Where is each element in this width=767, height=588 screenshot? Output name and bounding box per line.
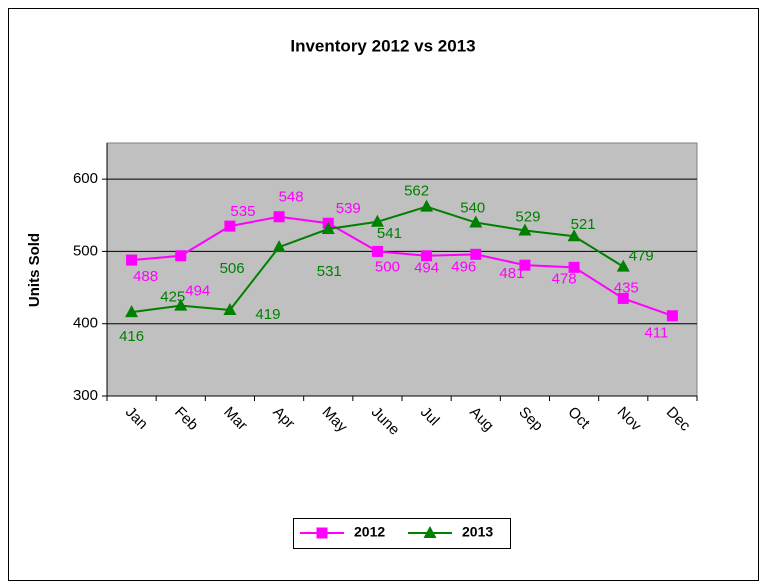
- y-tick-label: 300: [73, 387, 98, 404]
- series-line: [131, 215, 673, 317]
- data-point: [223, 302, 237, 315]
- data-label: 416: [119, 328, 144, 345]
- data-point: [518, 223, 532, 236]
- plot-area: [106, 142, 698, 397]
- data-label: 548: [279, 189, 304, 206]
- data-label: 539: [336, 200, 361, 217]
- data-label: 494: [185, 283, 210, 300]
- data-label: 541: [377, 225, 402, 242]
- data-point: [568, 261, 580, 273]
- data-point: [273, 211, 285, 223]
- legend-label: 2012: [354, 524, 385, 540]
- data-point: [421, 250, 433, 262]
- data-label: 506: [220, 260, 245, 277]
- data-point: [420, 199, 434, 212]
- data-label: 529: [515, 208, 540, 225]
- data-label: 540: [460, 199, 485, 216]
- data-point: [567, 229, 581, 242]
- data-point: [519, 259, 531, 271]
- data-point: [469, 215, 483, 228]
- y-axis-label: Units Sold: [26, 233, 43, 307]
- data-label: 411: [644, 325, 668, 342]
- data-label: 562: [404, 183, 429, 200]
- data-point: [321, 222, 335, 235]
- y-tick-label: 500: [73, 242, 98, 259]
- data-point: [666, 310, 678, 322]
- y-tick-label: 400: [73, 315, 98, 332]
- data-label: 478: [552, 270, 577, 287]
- data-label: 479: [629, 248, 654, 265]
- data-label: 494: [414, 260, 439, 277]
- data-label: 496: [451, 258, 476, 275]
- data-label: 419: [255, 306, 280, 323]
- data-label: 488: [133, 268, 158, 285]
- data-label: 425: [160, 289, 185, 306]
- data-label: 521: [571, 216, 596, 233]
- data-label: 481: [499, 265, 524, 282]
- data-label: 435: [614, 279, 639, 296]
- data-point: [125, 305, 139, 318]
- data-label: 535: [230, 203, 255, 220]
- data-point: [224, 220, 236, 232]
- data-point: [617, 292, 629, 304]
- data-label: 531: [317, 263, 342, 280]
- data-point: [371, 245, 383, 257]
- data-point: [126, 254, 138, 266]
- y-tick-label: 600: [73, 170, 98, 187]
- data-point: [616, 259, 630, 272]
- legend-label: 2013: [462, 524, 493, 540]
- data-point: [174, 298, 188, 311]
- data-point: [272, 240, 286, 253]
- data-point: [175, 250, 187, 262]
- data-label: 500: [375, 258, 400, 275]
- data-point: [370, 214, 384, 227]
- data-point: [470, 248, 482, 260]
- chart-title: Inventory 2012 vs 2013: [290, 36, 475, 55]
- legend-marker: [423, 526, 437, 538]
- legend-marker: [316, 527, 328, 539]
